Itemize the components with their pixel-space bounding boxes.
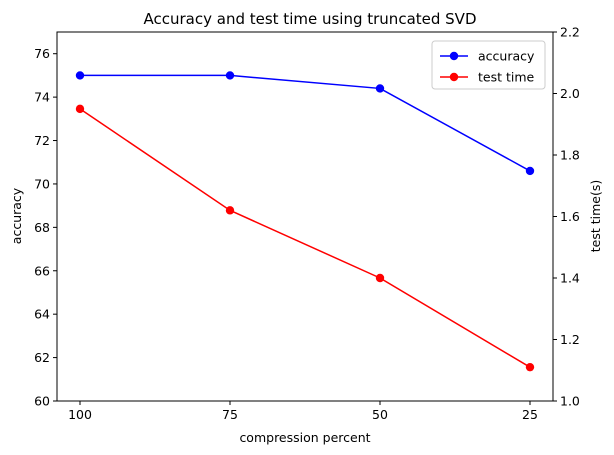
legend-marker (449, 72, 459, 82)
y-left-tick-label: 76 (34, 46, 50, 61)
y-left-tick-label: 60 (34, 394, 50, 409)
x-axis: 100 75 50 25 (68, 401, 538, 422)
y-left-tick-label: 70 (34, 176, 50, 191)
y-right-tick-label: 1.0 (560, 394, 580, 409)
x-tick-label: 50 (372, 407, 388, 422)
y-axis-right-label: test time(s) (588, 180, 603, 253)
y-axis-right: 1.0 1.2 1.4 1.6 1.8 2.0 2.2 (553, 25, 580, 409)
data-point-accuracy (375, 84, 385, 93)
y-left-tick-label: 64 (34, 307, 50, 322)
y-right-tick-label: 2.2 (560, 25, 580, 40)
data-point-accuracy (225, 71, 235, 80)
data-point-test-time (75, 104, 85, 114)
legend-marker (449, 51, 459, 61)
data-point-accuracy (525, 166, 535, 176)
x-tick-label: 25 (522, 407, 538, 422)
legend-label: accuracy (478, 49, 535, 64)
y-right-tick-label: 1.2 (560, 332, 580, 347)
legend: accuracy test time (431, 40, 546, 90)
series-line-test-time (79, 108, 531, 368)
y-axis-left-label: accuracy (9, 187, 24, 244)
data-point-test-time (225, 206, 235, 215)
y-right-tick-label: 1.6 (560, 209, 580, 224)
series-layer (75, 71, 535, 372)
x-tick-label: 75 (222, 407, 238, 422)
y-left-tick-label: 66 (34, 263, 50, 278)
y-right-tick-label: 1.8 (560, 148, 580, 163)
y-left-tick-label: 68 (34, 220, 50, 235)
y-left-tick-label: 62 (34, 350, 50, 365)
data-point-accuracy (75, 71, 85, 80)
series-line-accuracy (80, 74, 531, 172)
data-point-test-time (525, 362, 535, 372)
legend-label: test time (478, 70, 535, 85)
y-axis-left: 60 62 64 66 68 70 72 74 76 (34, 46, 57, 409)
y-right-tick-label: 1.4 (560, 271, 580, 286)
data-point-test-time (375, 273, 385, 283)
x-tick-label: 100 (68, 407, 92, 422)
y-left-tick-label: 72 (34, 133, 50, 148)
x-axis-label: compression percent (239, 430, 370, 445)
y-left-tick-label: 74 (34, 90, 50, 105)
chart-title: Accuracy and test time using truncated S… (144, 10, 477, 28)
y-right-tick-label: 2.0 (560, 86, 580, 101)
